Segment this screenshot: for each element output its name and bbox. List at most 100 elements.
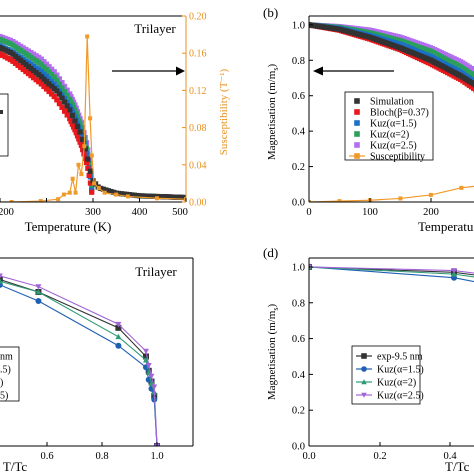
panel-a-right-tick-label: 0.08 — [189, 123, 207, 134]
panel-d-x-ticks — [308, 442, 451, 446]
kuz15-point — [78, 132, 84, 138]
kuz2-point — [54, 77, 60, 83]
kuz25_d-point — [148, 373, 155, 380]
susceptibility-point — [9, 200, 14, 202]
panel-b-y-axis-label-sub: s — [271, 68, 280, 71]
simulation-point — [90, 178, 96, 184]
kuz2_d-point — [145, 369, 152, 375]
panel-d-y-axis-label-sub: s — [271, 308, 280, 311]
susceptibility-point — [154, 196, 159, 201]
bloch-point — [56, 101, 63, 107]
legend-marker — [361, 392, 367, 398]
legend-label: Kuz(α=1.5) — [377, 365, 424, 376]
bloch-point — [77, 139, 83, 145]
susceptibility-point — [398, 196, 403, 201]
legend-label: Kuz(α=1.5) — [370, 119, 417, 130]
simulation-point — [80, 136, 86, 143]
bloch-point — [61, 108, 68, 114]
y-tick-label: 0.8 — [292, 56, 305, 67]
panel-b-y-ticks: 0.0 0.2 0.4 0.6 0.8 1.0 — [292, 20, 313, 209]
bloch-point — [78, 142, 84, 148]
panel-c-x-ticks — [46, 442, 158, 446]
kuz2-point — [59, 85, 65, 91]
legend-label: Kuz(α=2.5) — [370, 141, 417, 152]
simulation-point — [64, 103, 70, 109]
bloch-point — [68, 118, 74, 125]
simulation-point — [74, 123, 81, 130]
susceptibility-line — [0, 36, 186, 202]
panel-b-y-axis-label-main: Magnetisation (m/m — [266, 70, 278, 160]
susceptibility-point — [184, 197, 186, 202]
kuz25_d-point — [451, 268, 457, 274]
panel-d-y-axis-label-end: ) — [266, 304, 278, 308]
bloch-point — [54, 97, 60, 103]
kuz2-point — [61, 89, 68, 95]
panel-a-right-tick-label: 0.20 — [189, 12, 207, 23]
susceptibility-point — [337, 199, 342, 202]
susceptibility-point — [73, 190, 78, 195]
susceptibility-point — [38, 199, 43, 202]
bloch-point — [67, 116, 73, 122]
panel-b-marks — [309, 22, 474, 202]
legend-label: Simulation — [370, 97, 414, 108]
panel-b-arrow-head — [313, 66, 323, 76]
bloch-point — [71, 124, 77, 130]
simulation-point — [67, 107, 73, 113]
panel-b-label: (b) — [263, 5, 278, 20]
kuz2_d-point — [115, 333, 122, 340]
kuz25_d-point — [145, 363, 152, 369]
exp-line — [0, 278, 158, 446]
susceptibility-line — [309, 185, 474, 202]
y-tick-label: 0.0 — [292, 198, 305, 209]
legend-label: Kuz(α=2) — [377, 378, 416, 389]
panel-c-legend: nm .5)) 5) — [0, 346, 20, 402]
susceptibility-point — [102, 190, 107, 195]
kuz2-point — [471, 72, 474, 78]
legend-label: Bloch(β=0.37) — [370, 108, 429, 119]
panel-a-x-tick-label: 200 — [0, 207, 14, 218]
panel-b-x-axis-label: Temperatu — [418, 219, 474, 234]
panel-a-right-tick-label: 0.04 — [189, 160, 207, 171]
bloch-point — [72, 127, 78, 133]
panel-d-y-axis-label: Magnetisation (m/ms) — [266, 304, 280, 401]
susceptibility-point — [125, 194, 130, 199]
legend-marker — [354, 109, 360, 115]
kuz2-point — [67, 96, 73, 102]
susceptibility-point — [459, 185, 464, 190]
simulation-point — [85, 156, 91, 162]
y-tick-label: 0.4 — [292, 370, 306, 381]
exp-point — [142, 353, 149, 360]
panel-a-x-tick-label: 400 — [132, 207, 148, 218]
panel-a-x-ticks — [0, 198, 187, 202]
simulation-point — [59, 95, 65, 101]
legend-marker — [354, 142, 360, 148]
susceptibility-point — [114, 192, 119, 197]
kuz25_d-point — [151, 384, 158, 390]
legend-marker — [354, 98, 360, 104]
susceptibility-point — [61, 192, 66, 197]
kuz2_d-line — [0, 280, 158, 446]
bloch-point — [471, 85, 474, 91]
panel-a-x-tick-label: 500 — [172, 207, 188, 218]
susceptibility-point — [96, 186, 101, 191]
panel-a-x-axis-label: Temperature (K) — [25, 219, 112, 234]
panel-c-x-tick-label: 1.0 — [150, 451, 163, 462]
y-tick-label: 0.4 — [292, 127, 306, 138]
panel-c-legend-box — [0, 346, 20, 402]
bloch-point — [64, 112, 70, 118]
susceptibility-point — [92, 181, 97, 186]
kuz2_d-line — [309, 266, 474, 278]
bloch-point — [69, 121, 75, 127]
panel-a-right-ticks: 0.00 0.04 0.08 0.12 0.16 0.20 — [182, 12, 207, 209]
exp-point — [115, 324, 122, 331]
panel-b-x-tick-label: 0 — [306, 207, 311, 218]
kuz2_d-point — [451, 271, 457, 277]
kuz2_d-point — [0, 278, 3, 284]
panel-a-right-tick-label: 0.12 — [189, 86, 207, 97]
panel-a-right-tick-label: 0.16 — [189, 49, 207, 60]
simulation-point — [72, 118, 78, 124]
panel-a: 200 300 400 500 Temperature (K) 0.00 0.04… — [0, 12, 230, 234]
panel-d-y-ticks: 0.0 0.2 0.4 0.6 0.8 1.0 — [292, 262, 313, 453]
susceptibility-point — [79, 172, 84, 177]
